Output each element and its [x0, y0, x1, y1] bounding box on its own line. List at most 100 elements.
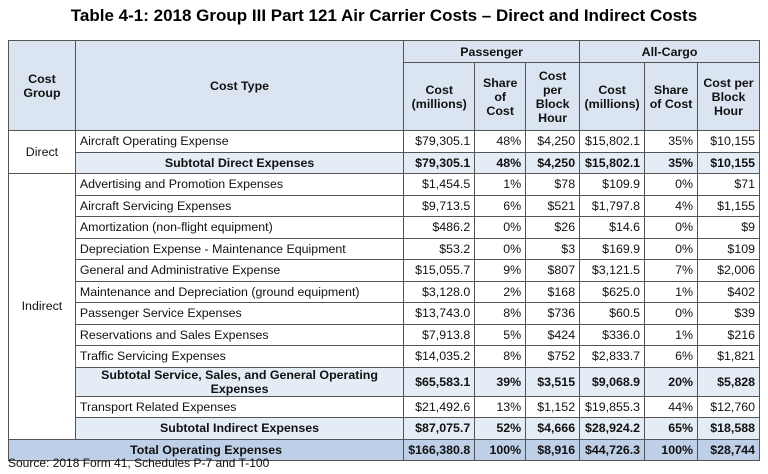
value-cell: 39%: [474, 366, 527, 397]
value-cell: $1,152: [525, 395, 581, 418]
table-row: Transport Related Expenses $21,492.6 13% $1…: [9, 395, 760, 418]
value-cell: 8%: [474, 302, 527, 325]
value-cell: $10,155: [697, 151, 760, 174]
value-cell: $3,128.0: [403, 280, 476, 303]
cost-type-cell: Subtotal Indirect Expenses: [74, 417, 405, 440]
value-cell: 2%: [474, 280, 527, 303]
value-cell: $21,492.6: [403, 395, 476, 418]
cost-type-cell: Aircraft Operating Expense: [74, 130, 405, 153]
value-cell: $15,055.7: [403, 259, 476, 282]
cost-type-cell: Reservations and Sales Expenses: [74, 323, 405, 346]
header-passenger-cost: Cost (millions): [403, 62, 476, 131]
table-title: Table 4-1: 2018 Group III Part 121 Air C…: [70, 6, 698, 25]
header-cargo-share: Share of Cost: [644, 62, 698, 131]
value-cell: $216: [697, 323, 760, 346]
value-cell: $736: [525, 302, 581, 325]
cost-type-cell: Subtotal Direct Expenses: [74, 151, 405, 174]
value-cell: 48%: [474, 130, 527, 153]
table-row: Direct Aircraft Operating Expense $79,305.…: [8, 130, 760, 174]
value-cell: $424: [525, 323, 581, 346]
value-cell: $78: [525, 173, 581, 196]
value-cell: $4,250: [525, 151, 581, 174]
cost-group-cell: Indirect: [8, 173, 76, 440]
value-cell: 13%: [474, 395, 527, 418]
value-cell: $18,588: [697, 417, 760, 440]
cost-type-cell: Advertising and Promotion Expenses: [74, 173, 405, 196]
value-cell: $3,515: [525, 366, 581, 397]
value-cell: $1,155: [697, 194, 760, 217]
value-cell: 0%: [474, 216, 527, 239]
value-cell: 6%: [644, 345, 698, 368]
value-cell: 0%: [644, 302, 698, 325]
value-cell: $8,916: [525, 438, 581, 461]
value-cell: $60.5: [579, 302, 646, 325]
table-row: Passenger Service Expenses $13,743.0 8% $73…: [9, 302, 760, 325]
value-cell: 100%: [474, 438, 527, 461]
value-cell: $336.0: [579, 323, 646, 346]
value-cell: 0%: [644, 173, 698, 196]
value-cell: $71: [697, 173, 760, 196]
table-row: Amortization (non-flight equipment) $486.…: [9, 216, 760, 239]
subtotal-row: Subtotal Indirect Expenses $87,075.7 52% $4…: [9, 417, 760, 440]
cost-type-cell: Total Operating Expenses: [7, 438, 405, 461]
cost-type-cell: Passenger Service Expenses: [74, 302, 405, 325]
value-cell: $9,713.5: [403, 194, 476, 217]
value-cell: 65%: [644, 417, 698, 440]
value-cell: $169.9: [579, 237, 646, 260]
cost-table: Cost Group Cost Type Passenger All-Cargo…: [7, 40, 760, 461]
value-cell: 100%: [644, 438, 698, 461]
value-cell: $486.2: [403, 216, 476, 239]
value-cell: 9%: [474, 259, 527, 282]
table-row: Indirect Advertising and Promotion Expens…: [8, 173, 760, 440]
table-row: Aircraft Servicing Expenses $9,713.5 6% $52…: [9, 194, 760, 217]
cost-type-cell: Maintenance and Depreciation (ground equ…: [74, 280, 405, 303]
value-cell: 8%: [474, 345, 527, 368]
value-cell: $9: [697, 216, 760, 239]
value-cell: 5%: [474, 323, 527, 346]
value-cell: $65,583.1: [403, 366, 476, 397]
value-cell: $9,068.9: [579, 366, 646, 397]
value-cell: $87,075.7: [403, 417, 476, 440]
value-cell: $168: [525, 280, 581, 303]
header-all-cargo: All-Cargo: [579, 40, 760, 63]
cost-type-cell: Transport Related Expenses: [74, 395, 405, 418]
header-cost-type: Cost Type: [74, 40, 405, 131]
value-cell: 20%: [644, 366, 698, 397]
table-row: Reservations and Sales Expenses $7,913.8 5…: [9, 323, 760, 346]
value-cell: $109.9: [579, 173, 646, 196]
value-cell: $2,833.7: [579, 345, 646, 368]
value-cell: 1%: [474, 173, 527, 196]
value-cell: $14,035.2: [403, 345, 476, 368]
total-row: Total Operating Expenses $166,380.8 100% $8…: [7, 438, 760, 461]
subtotal-row: Subtotal Direct Expenses $79,305.1 48% $4,2…: [9, 151, 760, 174]
value-cell: $807: [525, 259, 581, 282]
value-cell: $19,855.3: [579, 395, 646, 418]
cost-type-cell: Amortization (non-flight equipment): [74, 216, 405, 239]
cost-type-cell: Aircraft Servicing Expenses: [74, 194, 405, 217]
value-cell: 0%: [474, 237, 527, 260]
value-cell: $53.2: [403, 237, 476, 260]
value-cell: 1%: [644, 323, 698, 346]
value-cell: $79,305.1: [403, 151, 476, 174]
table-row: General and Administrative Expense $15,05…: [9, 259, 760, 282]
value-cell: $402: [697, 280, 760, 303]
value-cell: $14.6: [579, 216, 646, 239]
cost-type-cell: Depreciation Expense - Maintenance Equip…: [74, 237, 405, 260]
value-cell: 52%: [474, 417, 527, 440]
value-cell: 44%: [644, 395, 698, 418]
value-cell: 35%: [644, 130, 698, 153]
value-cell: 1%: [644, 280, 698, 303]
subtotal-row: Subtotal Service, Sales, and General Ope…: [9, 366, 760, 397]
value-cell: 7%: [644, 259, 698, 282]
value-cell: $39: [697, 302, 760, 325]
header-passenger-share: Share of Cost: [474, 62, 527, 131]
value-cell: 6%: [474, 194, 527, 217]
table-row: Depreciation Expense - Maintenance Equip…: [9, 237, 760, 260]
value-cell: $166,380.8: [403, 438, 476, 461]
value-cell: $3,121.5: [579, 259, 646, 282]
cost-type-cell: Traffic Servicing Expenses: [74, 345, 405, 368]
value-cell: 48%: [474, 151, 527, 174]
header-cost-group: Cost Group: [8, 40, 76, 131]
value-cell: $4,250: [525, 130, 581, 153]
table-row: Maintenance and Depreciation (ground equ…: [9, 280, 760, 303]
